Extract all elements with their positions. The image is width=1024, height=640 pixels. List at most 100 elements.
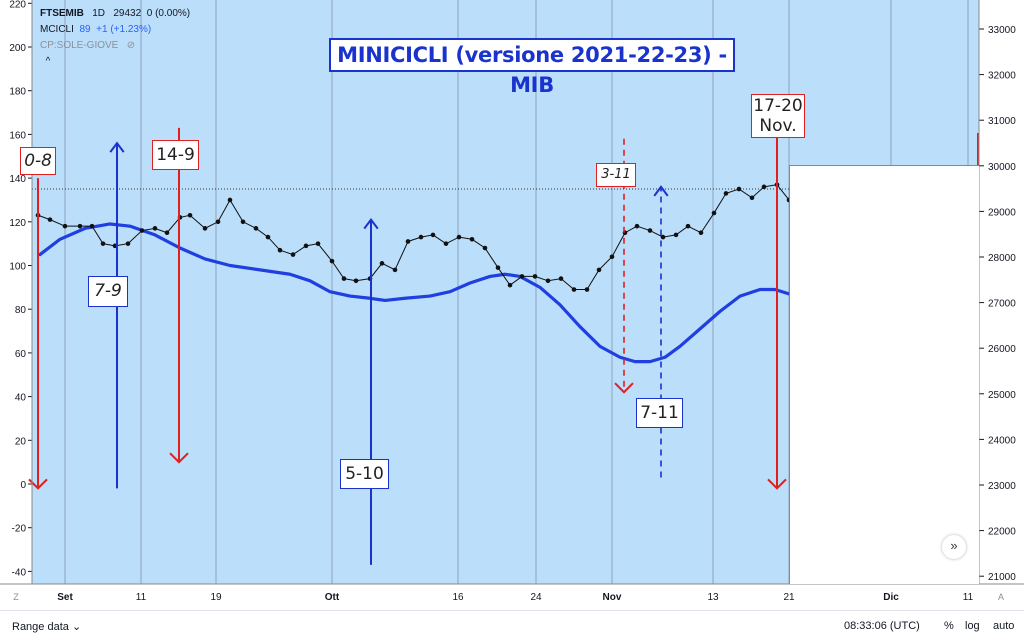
legend: FTSEMIB 1D 29432 0 (0.00%) MCICLI 89 +1 … bbox=[40, 6, 190, 70]
ftsemib-point bbox=[62, 223, 68, 229]
indicator-change: +1 (+1.23%) bbox=[96, 24, 152, 35]
label-14-9: 14-9 bbox=[152, 140, 199, 170]
legend-main-row: FTSEMIB 1D 29432 0 (0.00%) bbox=[40, 6, 190, 22]
ftsemib-point bbox=[596, 267, 602, 273]
red-arrow-head bbox=[169, 452, 189, 464]
ftsemib-point bbox=[749, 195, 755, 201]
ftsemib-point bbox=[698, 230, 704, 236]
ftsemib-point bbox=[430, 232, 436, 238]
right-tick-label: 24000 bbox=[988, 435, 1016, 446]
price-change: 0 (0.00%) bbox=[146, 8, 191, 19]
x-tick-label: 11 bbox=[963, 592, 974, 603]
ftsemib-point bbox=[647, 228, 653, 233]
corner-left-label: Z bbox=[13, 592, 19, 602]
indicator-value: 89 bbox=[79, 24, 91, 35]
ftsemib-point bbox=[152, 226, 158, 231]
overlay-white-panel bbox=[789, 165, 979, 584]
x-tick-label: Ott bbox=[325, 592, 340, 603]
percent-toggle[interactable]: % bbox=[944, 620, 954, 632]
legend-indicator-row: MCICLI 89 +1 (+1.23%) bbox=[40, 22, 190, 38]
right-tick-label: 25000 bbox=[988, 390, 1016, 401]
interval-label[interactable]: 1D bbox=[92, 8, 106, 19]
ftsemib-point bbox=[215, 219, 221, 225]
ftsemib-point bbox=[187, 212, 193, 218]
ftsemib-point bbox=[405, 239, 411, 244]
right-tick-label: 21000 bbox=[988, 572, 1016, 583]
right-tick-label: 29000 bbox=[988, 207, 1016, 218]
blue-arrow-head bbox=[109, 141, 125, 153]
ftsemib-point bbox=[736, 186, 742, 192]
x-tick-label: 19 bbox=[210, 592, 222, 603]
ftsemib-point bbox=[392, 267, 398, 273]
red-arrow-head bbox=[614, 382, 634, 394]
ftsemib-point bbox=[253, 226, 259, 231]
bottom-toolbar: Range data ⌄ 08:33:06 (UTC) % log auto bbox=[0, 610, 1024, 640]
chevron-down-icon: ⌄ bbox=[71, 621, 82, 633]
symbol-label[interactable]: FTSEMIB bbox=[40, 8, 84, 19]
ftsemib-point bbox=[495, 265, 501, 270]
blue-arrow-head bbox=[653, 185, 669, 197]
right-tick-label: 26000 bbox=[988, 344, 1016, 355]
label-0-8: 0-8 bbox=[20, 147, 56, 175]
ftsemib-point bbox=[584, 287, 590, 292]
eye-hidden-icon[interactable]: ⊘ bbox=[126, 40, 136, 51]
ftsemib-point bbox=[315, 241, 321, 246]
left-tick-label: 180 bbox=[9, 87, 26, 98]
ftsemib-point bbox=[139, 228, 145, 233]
x-tick-label: 16 bbox=[452, 592, 464, 603]
red-arrow-head bbox=[767, 478, 787, 490]
x-tick-label: 11 bbox=[136, 592, 147, 603]
right-tick-label: 23000 bbox=[988, 481, 1016, 492]
auto-toggle[interactable]: auto bbox=[993, 620, 1015, 632]
ftsemib-point bbox=[558, 276, 564, 281]
label-17-20-line1: 17-20 bbox=[753, 96, 803, 116]
label-7-11: 7-11 bbox=[636, 398, 683, 428]
ftsemib-point bbox=[761, 184, 767, 190]
legend-overlay-row: CP:SOLE-GIOVE ⊘ bbox=[40, 38, 190, 54]
x-tick-label: 24 bbox=[530, 592, 542, 603]
ftsemib-point bbox=[443, 241, 449, 246]
log-toggle[interactable]: log bbox=[965, 620, 980, 632]
right-tick-label: 32000 bbox=[988, 71, 1016, 82]
left-tick-label: 100 bbox=[9, 262, 26, 273]
label-3-11: 3-11 bbox=[596, 163, 636, 187]
x-tick-label: 21 bbox=[783, 592, 795, 603]
ftsemib-point bbox=[711, 210, 717, 216]
legend-collapse[interactable]: ^ bbox=[40, 54, 190, 70]
clock-time[interactable]: 08:33:06 (UTC) bbox=[844, 620, 920, 632]
range-data-button[interactable]: Range data ⌄ bbox=[12, 620, 81, 633]
ftsemib-point bbox=[418, 234, 424, 240]
right-axis-panel bbox=[979, 0, 1024, 584]
ftsemib-point bbox=[685, 223, 691, 229]
ftsemib-point bbox=[456, 234, 462, 240]
ftsemib-point bbox=[125, 241, 131, 246]
ftsemib-point bbox=[519, 274, 525, 279]
left-tick-label: 60 bbox=[15, 349, 27, 360]
overlay-name[interactable]: CP:SOLE-GIOVE bbox=[40, 40, 119, 51]
chevron-up-icon[interactable]: ^ bbox=[45, 56, 51, 67]
left-tick-label: 200 bbox=[9, 43, 26, 54]
ftsemib-point bbox=[47, 217, 53, 222]
price-value: 29432 bbox=[113, 8, 142, 19]
x-tick-label: Dic bbox=[883, 592, 899, 603]
scroll-to-realtime-button[interactable]: » bbox=[942, 535, 966, 559]
ftsemib-point bbox=[532, 274, 538, 279]
ftsemib-point bbox=[227, 197, 233, 203]
indicator-name[interactable]: MCICLI bbox=[40, 24, 74, 35]
left-tick-label: 140 bbox=[9, 174, 26, 185]
label-17-20-nov: 17-20 Nov. bbox=[751, 94, 805, 138]
ftsemib-point bbox=[660, 234, 666, 240]
ftsemib-point bbox=[89, 223, 95, 229]
left-tick-label: 40 bbox=[15, 393, 27, 404]
ftsemib-point bbox=[545, 278, 551, 284]
left-tick-label: 0 bbox=[20, 480, 26, 491]
left-tick-label: 80 bbox=[15, 305, 27, 316]
right-tick-label: 30000 bbox=[988, 162, 1016, 173]
ftsemib-point bbox=[507, 282, 513, 288]
corner-right-label: A bbox=[998, 592, 1004, 602]
ftsemib-point bbox=[634, 223, 640, 229]
right-tick-label: 33000 bbox=[988, 25, 1016, 36]
ftsemib-point bbox=[303, 243, 309, 249]
x-tick-label: 13 bbox=[707, 592, 719, 603]
right-tick-label: 31000 bbox=[988, 116, 1016, 127]
